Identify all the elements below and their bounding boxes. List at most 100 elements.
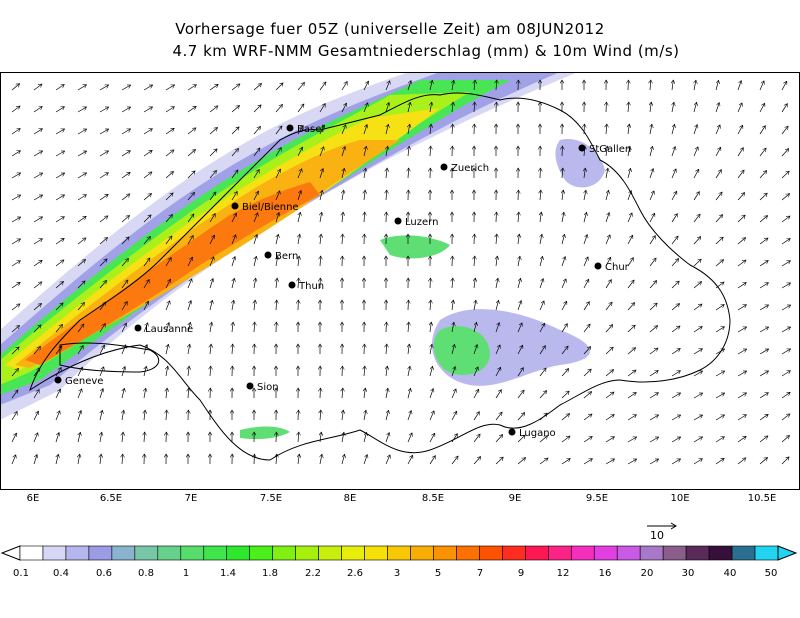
wind-arrow bbox=[737, 371, 747, 377]
colorbar-label: 30 bbox=[681, 568, 695, 579]
wind-arrow bbox=[77, 238, 86, 245]
wind-arrow bbox=[452, 124, 453, 135]
wind-arrow bbox=[693, 125, 697, 135]
wind-arrow bbox=[429, 411, 434, 421]
wind-arrow bbox=[55, 389, 61, 399]
wind-arrow bbox=[628, 168, 631, 179]
wind-arrow bbox=[55, 151, 65, 157]
wind-arrow bbox=[188, 344, 190, 355]
wind-arrow bbox=[276, 300, 277, 311]
wind-arrow bbox=[649, 281, 657, 289]
wind-arrow bbox=[627, 370, 636, 377]
wind-arrow bbox=[209, 149, 217, 157]
wind-arrow bbox=[254, 322, 255, 333]
wind-arrow bbox=[759, 238, 768, 245]
colorbar-swatch bbox=[548, 545, 572, 561]
wind-arrow bbox=[693, 192, 699, 201]
wind-arrow bbox=[77, 172, 87, 179]
wind-arrow bbox=[408, 168, 409, 179]
wind-arrow bbox=[451, 434, 457, 443]
wind-arrow bbox=[584, 212, 587, 223]
wind-arrow bbox=[364, 366, 365, 377]
wind-arrow bbox=[209, 84, 218, 91]
wind-arrow bbox=[231, 256, 235, 267]
colorbar-label: 2.2 bbox=[305, 568, 321, 579]
wind-arrow bbox=[188, 366, 189, 377]
wind-arrow bbox=[495, 435, 503, 443]
wind-arrow bbox=[143, 106, 153, 113]
wind-arrow bbox=[605, 280, 611, 289]
wind-arrow bbox=[737, 238, 746, 245]
wind-arrow bbox=[364, 410, 366, 421]
wind-arrow bbox=[253, 83, 262, 91]
wind-arrow bbox=[55, 411, 60, 421]
wind-arrow bbox=[759, 457, 768, 465]
city-label: Lugano bbox=[519, 428, 556, 439]
colorbar-label: 1.4 bbox=[220, 568, 236, 579]
wind-arrow bbox=[407, 433, 412, 443]
wind-arrow bbox=[583, 436, 592, 443]
colorbar-swatch bbox=[525, 545, 549, 561]
wind-arrow bbox=[187, 235, 194, 245]
wind-arrow bbox=[759, 260, 768, 267]
wind-arrow bbox=[99, 216, 108, 223]
wind-arrow bbox=[759, 193, 767, 201]
wind-arrow bbox=[254, 278, 256, 289]
wind-arrow bbox=[187, 192, 195, 201]
wind-arrow bbox=[143, 85, 153, 91]
wind-arrow bbox=[364, 212, 365, 223]
wind-arrow bbox=[99, 367, 104, 377]
wind-arrow bbox=[187, 84, 196, 91]
wind-arrow bbox=[121, 323, 127, 333]
wind-arrow bbox=[121, 150, 130, 157]
wind-arrow bbox=[364, 146, 366, 157]
wind-arrow bbox=[737, 125, 743, 135]
wind-arrow bbox=[11, 150, 20, 157]
colorbar-swatch bbox=[203, 545, 228, 561]
colorbar-swatch bbox=[410, 545, 434, 561]
city-label: Thun bbox=[298, 281, 324, 292]
wind-arrow bbox=[452, 344, 455, 355]
wind-arrow bbox=[539, 413, 547, 421]
wind-arrow bbox=[539, 301, 544, 311]
wind-arrow bbox=[781, 216, 790, 223]
wind-arrow bbox=[694, 102, 697, 113]
wind-arrow bbox=[495, 412, 502, 421]
colorbar-label: 1.8 bbox=[262, 568, 278, 579]
wind-reference-vector bbox=[647, 522, 677, 530]
wind-arrow bbox=[628, 124, 629, 135]
wind-arrow bbox=[650, 124, 652, 135]
city-label: Zuerich bbox=[451, 163, 489, 174]
wind-arrow bbox=[231, 105, 240, 113]
city-dot bbox=[231, 202, 239, 210]
wind-arrow bbox=[165, 301, 170, 311]
wind-arrow bbox=[33, 260, 42, 267]
wind-arrow bbox=[605, 257, 611, 267]
wind-arrow bbox=[99, 129, 109, 135]
city-label: Luzern bbox=[405, 217, 438, 228]
wind-arrow bbox=[451, 367, 455, 377]
wind-arrow bbox=[320, 454, 322, 465]
wind-arrow bbox=[496, 80, 497, 91]
wind-arrow bbox=[276, 234, 278, 245]
wind-arrow bbox=[165, 257, 172, 267]
wind-arrow bbox=[165, 322, 169, 333]
wind-arrow bbox=[11, 128, 20, 135]
colorbar-label: 40 bbox=[723, 568, 737, 579]
wind-arrow bbox=[78, 454, 80, 465]
wind-reference-label: 10 bbox=[650, 529, 664, 542]
city-label: Chur bbox=[605, 262, 630, 273]
wind-arrow bbox=[671, 281, 679, 289]
wind-arrow bbox=[121, 237, 129, 245]
wind-arrow bbox=[408, 102, 410, 113]
x-tick-label: 10E bbox=[670, 493, 690, 504]
wind-arrow bbox=[55, 432, 59, 443]
wind-arrow bbox=[759, 126, 765, 135]
wind-arrow bbox=[517, 323, 522, 333]
wind-arrow bbox=[231, 213, 237, 223]
wind-arrow bbox=[693, 458, 702, 465]
wind-arrow bbox=[452, 102, 453, 113]
wind-arrow bbox=[143, 193, 152, 201]
wind-arrow bbox=[605, 414, 614, 421]
wind-arrow bbox=[298, 454, 299, 465]
